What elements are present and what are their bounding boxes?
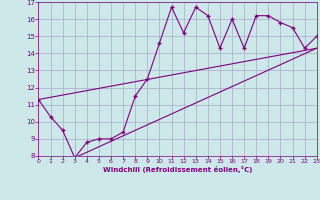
X-axis label: Windchill (Refroidissement éolien,°C): Windchill (Refroidissement éolien,°C) [103, 166, 252, 173]
